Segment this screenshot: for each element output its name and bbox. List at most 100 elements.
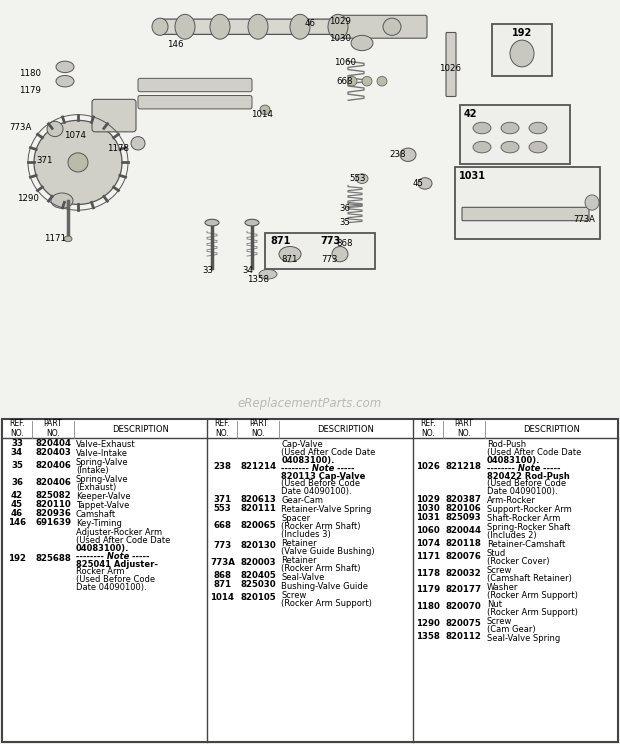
Circle shape (34, 121, 122, 205)
Text: 773: 773 (322, 255, 339, 264)
Text: 04083100).: 04083100). (76, 544, 130, 553)
Text: 553: 553 (350, 174, 366, 183)
Ellipse shape (347, 77, 357, 86)
Text: PART
NO.: PART NO. (249, 419, 268, 437)
Ellipse shape (259, 269, 277, 279)
Text: Spring-Rocker Shaft: Spring-Rocker Shaft (487, 523, 570, 533)
Text: (Used After Code Date: (Used After Code Date (76, 536, 170, 545)
Text: Valve-Intake: Valve-Intake (76, 449, 128, 458)
Text: 871: 871 (270, 236, 290, 246)
Text: 820613: 820613 (241, 495, 277, 504)
Ellipse shape (351, 36, 373, 51)
Text: 773A: 773A (210, 558, 235, 568)
Text: Date 04090100).: Date 04090100). (76, 583, 146, 592)
Ellipse shape (400, 148, 416, 161)
Text: Screw: Screw (487, 617, 512, 626)
Ellipse shape (328, 14, 348, 39)
Text: 553: 553 (213, 504, 231, 513)
Text: 238: 238 (213, 462, 231, 471)
Text: 820422 Rod-Push: 820422 Rod-Push (487, 472, 569, 481)
Ellipse shape (418, 178, 432, 189)
Text: 820404: 820404 (35, 439, 71, 448)
Text: 45: 45 (412, 179, 423, 188)
Bar (455, 167, 600, 239)
Text: 46: 46 (304, 19, 316, 28)
Text: 773A: 773A (573, 214, 595, 223)
Text: (Includes 3): (Includes 3) (281, 530, 331, 539)
Ellipse shape (47, 121, 63, 137)
Text: (Rocker Arm Support): (Rocker Arm Support) (487, 608, 578, 617)
Text: 820112: 820112 (446, 632, 482, 641)
Circle shape (68, 153, 88, 172)
Text: 820105: 820105 (241, 593, 276, 603)
Text: (Used After Code Date: (Used After Code Date (487, 448, 581, 457)
Text: (Exhaust): (Exhaust) (76, 483, 117, 492)
Text: 820405: 820405 (241, 571, 276, 580)
FancyBboxPatch shape (156, 19, 390, 34)
Text: Spacer: Spacer (281, 514, 311, 523)
Ellipse shape (362, 77, 372, 86)
Text: Nut: Nut (487, 600, 502, 609)
Text: Stud: Stud (487, 549, 506, 558)
Ellipse shape (205, 219, 219, 226)
Text: 820387: 820387 (446, 495, 482, 504)
Text: REF.
NO.: REF. NO. (215, 419, 230, 437)
Text: 773: 773 (320, 236, 340, 246)
Ellipse shape (279, 246, 301, 262)
Text: Tappet-Valve: Tappet-Valve (76, 501, 130, 510)
Text: Washer: Washer (487, 583, 518, 592)
FancyBboxPatch shape (138, 78, 252, 92)
Text: Cap-Valve: Cap-Valve (281, 440, 323, 449)
Text: Adjuster-Rocker Arm: Adjuster-Rocker Arm (76, 528, 162, 537)
Text: Bushing-Valve Guide: Bushing-Valve Guide (281, 582, 368, 591)
Text: 1358: 1358 (247, 275, 269, 284)
Ellipse shape (383, 18, 401, 36)
Text: 820110: 820110 (35, 500, 71, 509)
Ellipse shape (175, 14, 195, 39)
Text: DESCRIPTION: DESCRIPTION (112, 425, 169, 434)
Text: 371: 371 (213, 495, 231, 504)
Text: 871: 871 (213, 580, 231, 589)
Ellipse shape (345, 237, 359, 246)
Text: (Includes 2): (Includes 2) (487, 531, 536, 540)
Text: (Rocker Cover): (Rocker Cover) (487, 557, 549, 566)
Text: 33: 33 (11, 439, 23, 448)
Text: 36: 36 (11, 478, 23, 487)
Ellipse shape (529, 122, 547, 134)
Text: Retainer-Camshaft: Retainer-Camshaft (487, 540, 565, 549)
FancyBboxPatch shape (138, 95, 252, 109)
Ellipse shape (152, 18, 168, 36)
Ellipse shape (248, 14, 268, 39)
Text: 42: 42 (11, 490, 23, 499)
Text: 868: 868 (213, 571, 231, 580)
Text: 33: 33 (203, 266, 213, 275)
Text: Shaft-Rocker Arm: Shaft-Rocker Arm (487, 514, 560, 523)
FancyBboxPatch shape (462, 208, 589, 221)
Text: 34: 34 (11, 448, 23, 457)
Text: 1179: 1179 (19, 86, 41, 95)
Text: 820111: 820111 (241, 504, 277, 513)
Text: 1030: 1030 (329, 33, 351, 42)
Text: (Used Before Code: (Used Before Code (281, 479, 360, 488)
Text: 34: 34 (242, 266, 254, 275)
Text: 1178: 1178 (107, 144, 129, 153)
Text: 1060: 1060 (416, 526, 440, 535)
Text: 35: 35 (11, 461, 23, 469)
Ellipse shape (260, 105, 270, 115)
Text: (Used Before Code: (Used Before Code (487, 479, 566, 488)
Text: (Intake): (Intake) (76, 466, 108, 475)
Text: 820403: 820403 (35, 448, 71, 457)
Text: 691639: 691639 (35, 518, 71, 527)
Text: 820003: 820003 (241, 558, 276, 568)
Text: 1178: 1178 (415, 568, 440, 577)
Ellipse shape (473, 141, 491, 153)
Bar (460, 105, 570, 164)
Text: 1290: 1290 (17, 194, 39, 203)
Text: 825688: 825688 (35, 554, 71, 563)
Text: 1290: 1290 (416, 619, 440, 628)
Text: 238: 238 (390, 150, 406, 159)
Text: 36: 36 (340, 204, 350, 213)
Text: Retainer: Retainer (281, 556, 317, 565)
Text: DESCRIPTION: DESCRIPTION (523, 425, 580, 434)
Text: PART
NO.: PART NO. (454, 419, 473, 437)
